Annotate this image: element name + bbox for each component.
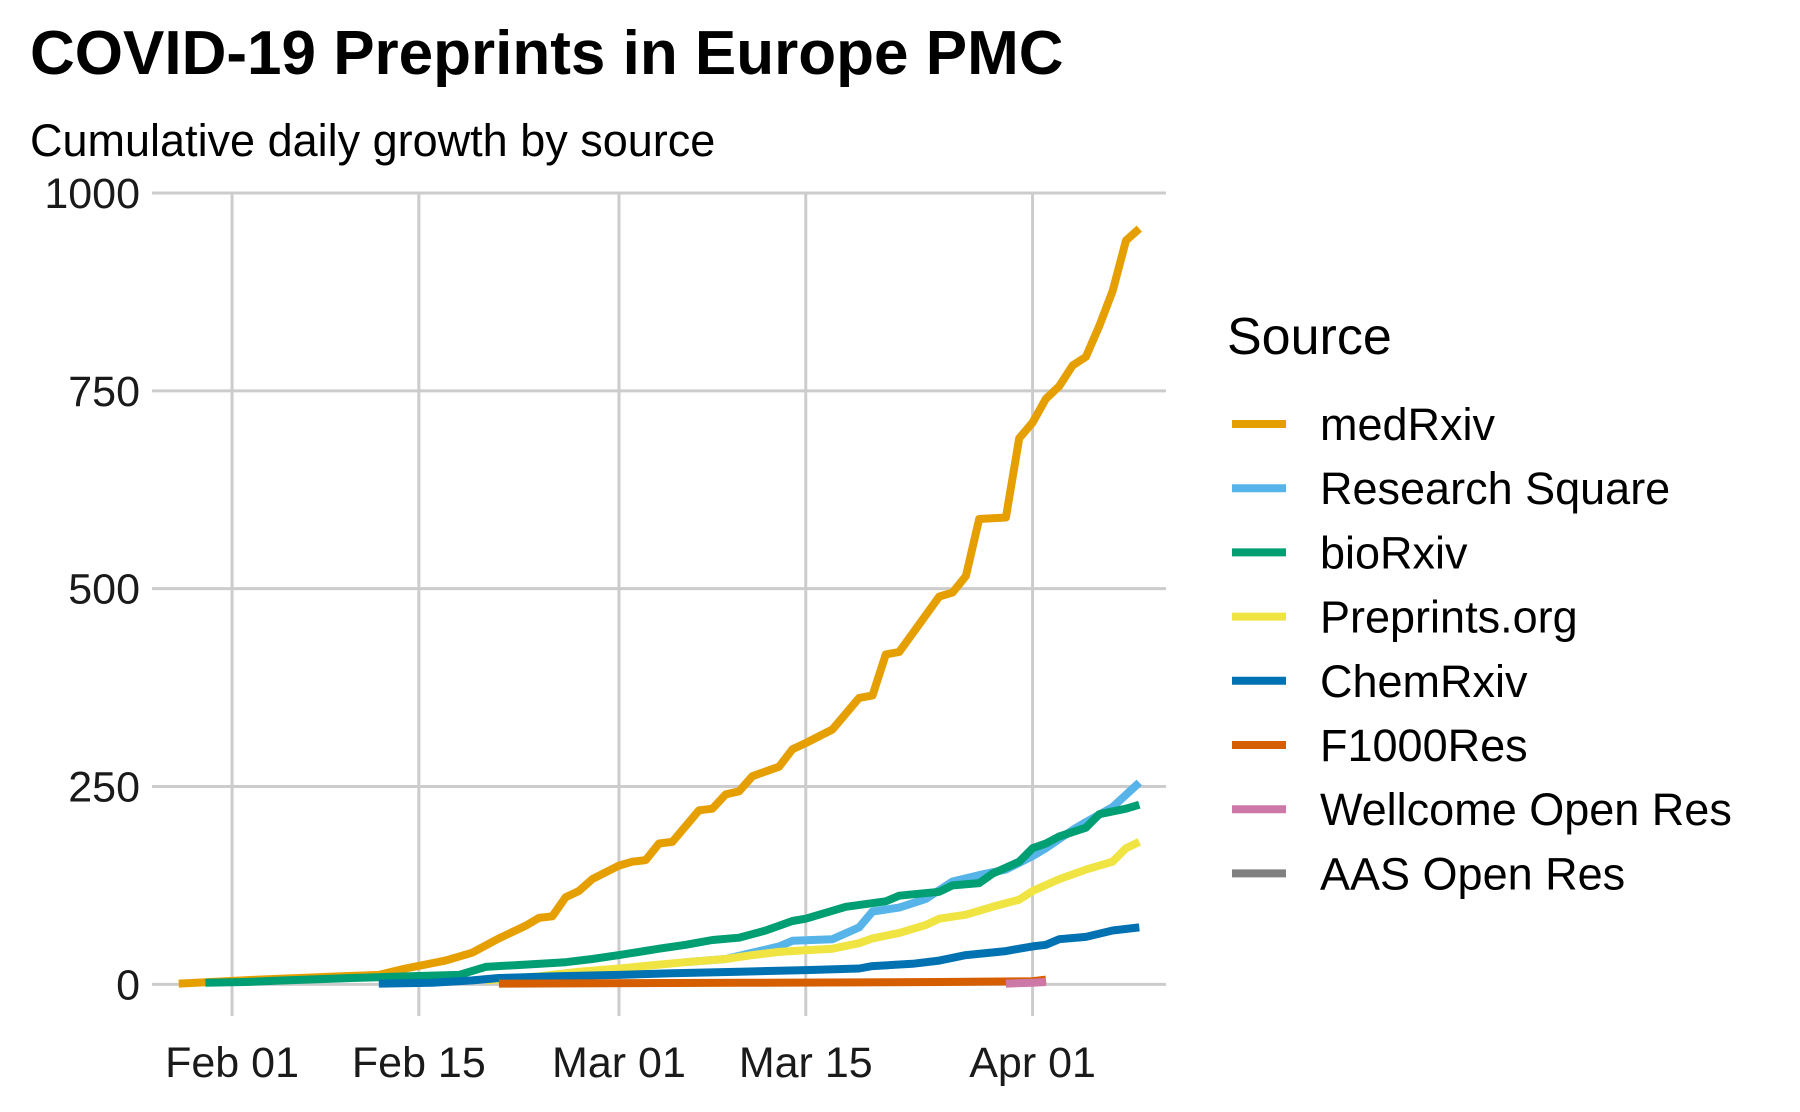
series-line-preprints-org bbox=[485, 838, 1142, 985]
legend-label-f1000res: F1000Res bbox=[1320, 720, 1528, 771]
series-line-chemrxiv bbox=[378, 923, 1140, 988]
chart-subtitle: Cumulative daily growth by source bbox=[30, 115, 715, 166]
legend-items: medRxiv Research Square bioRxiv Preprints.o… bbox=[1232, 399, 1732, 899]
series-line-f1000res bbox=[498, 975, 1047, 988]
legend: Source medRxiv Research Square bioRxiv Prep… bbox=[1227, 308, 1732, 899]
legend-label-medrxiv: medRxiv bbox=[1320, 399, 1496, 450]
legend-label-wellcome-open-res: Wellcome Open Res bbox=[1320, 784, 1732, 835]
x-tick-label: Feb 15 bbox=[352, 1039, 486, 1087]
legend-label-chemrxiv: ChemRxiv bbox=[1320, 656, 1528, 707]
legend-title: Source bbox=[1227, 308, 1392, 366]
x-tick-label: Feb 01 bbox=[165, 1039, 299, 1087]
y-tick-label: 0 bbox=[116, 961, 140, 1009]
series-line-medrxiv bbox=[178, 225, 1142, 988]
y-tick-label: 500 bbox=[68, 566, 140, 614]
x-tick-label: Apr 01 bbox=[969, 1039, 1096, 1087]
chart-title: COVID-19 Preprints in Europe PMC bbox=[30, 19, 1064, 88]
legend-label-preprints-org: Preprints.org bbox=[1320, 592, 1578, 643]
series-line-biorxiv bbox=[205, 800, 1141, 987]
y-tick-label: 1000 bbox=[44, 170, 140, 218]
x-tick-label: Mar 01 bbox=[552, 1039, 686, 1087]
legend-label-research-square: Research Square bbox=[1320, 463, 1670, 514]
y-axis-tick-labels: 0 250 500 750 1000 bbox=[44, 170, 140, 1009]
plot-lines bbox=[178, 225, 1143, 988]
y-tick-label: 750 bbox=[68, 368, 140, 416]
x-axis-tick-labels: Feb 01 Feb 15 Mar 01 Mar 15 Apr 01 bbox=[165, 1039, 1096, 1087]
series-line-wellcome-open-res bbox=[1005, 978, 1047, 988]
legend-label-aas-open-res: AAS Open Res bbox=[1320, 848, 1625, 899]
x-tick-label: Mar 15 bbox=[739, 1039, 873, 1087]
y-tick-label: 250 bbox=[68, 764, 140, 812]
legend-label-biorxiv: bioRxiv bbox=[1320, 527, 1468, 578]
plot-grid bbox=[152, 191, 1166, 1016]
